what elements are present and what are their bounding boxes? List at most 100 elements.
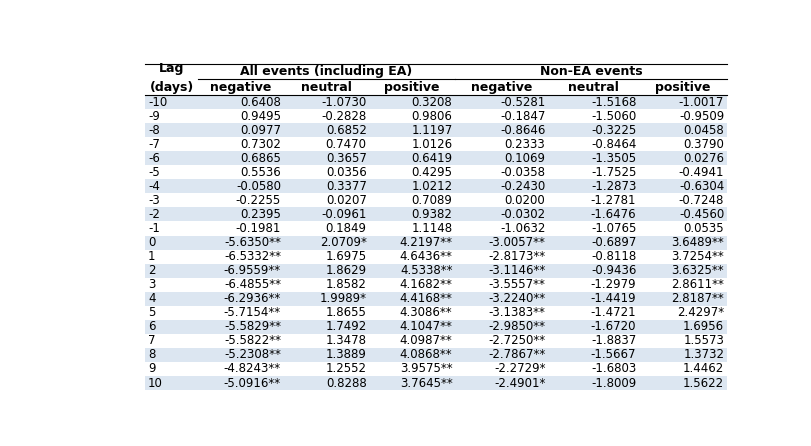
Text: 3.6325**: 3.6325** bbox=[672, 264, 724, 277]
Text: positive: positive bbox=[384, 81, 440, 94]
Text: -5: -5 bbox=[148, 166, 160, 179]
Text: 0.4295: 0.4295 bbox=[411, 166, 453, 179]
Text: -1.4419: -1.4419 bbox=[590, 292, 637, 305]
Text: -2.4901*: -2.4901* bbox=[494, 376, 546, 389]
Text: 1.3732: 1.3732 bbox=[683, 348, 724, 361]
Text: 1.1197: 1.1197 bbox=[411, 124, 453, 136]
Text: 5: 5 bbox=[148, 306, 155, 319]
Text: 0.1069: 0.1069 bbox=[504, 152, 546, 165]
Text: -3.1146**: -3.1146** bbox=[488, 264, 546, 277]
Text: 3: 3 bbox=[148, 278, 155, 291]
Text: -0.2430: -0.2430 bbox=[500, 180, 546, 193]
Text: 0.0200: 0.0200 bbox=[504, 194, 546, 207]
Text: -0.9436: -0.9436 bbox=[591, 264, 637, 277]
Text: -6.2936**: -6.2936** bbox=[224, 292, 281, 305]
Text: -4.8243**: -4.8243** bbox=[224, 363, 281, 376]
Text: neutral: neutral bbox=[301, 81, 352, 94]
Text: -2.7867**: -2.7867** bbox=[488, 348, 546, 361]
Text: -0.0358: -0.0358 bbox=[500, 166, 546, 179]
Text: 4.4168**: 4.4168** bbox=[400, 292, 453, 305]
Bar bbox=[145, 207, 727, 222]
Text: 1.7492: 1.7492 bbox=[325, 320, 367, 333]
Text: -0.6897: -0.6897 bbox=[591, 236, 637, 249]
Text: 0.6865: 0.6865 bbox=[240, 152, 281, 165]
Text: 4.5338**: 4.5338** bbox=[400, 264, 453, 277]
Text: -0.2828: -0.2828 bbox=[321, 110, 367, 123]
Text: 0.0276: 0.0276 bbox=[683, 152, 724, 165]
Text: 4.1682**: 4.1682** bbox=[400, 278, 453, 291]
Text: -1.0017: -1.0017 bbox=[679, 95, 724, 108]
Text: -1.7525: -1.7525 bbox=[591, 166, 637, 179]
Bar bbox=[145, 235, 727, 250]
Bar bbox=[145, 123, 727, 137]
Text: 3.6489**: 3.6489** bbox=[672, 236, 724, 249]
Text: 4.1047**: 4.1047** bbox=[400, 320, 453, 333]
Text: 4: 4 bbox=[148, 292, 156, 305]
Text: -2.7250**: -2.7250** bbox=[488, 334, 546, 347]
Text: 10: 10 bbox=[148, 376, 163, 389]
Text: 1.5622: 1.5622 bbox=[683, 376, 724, 389]
Text: 1.0212: 1.0212 bbox=[411, 180, 453, 193]
Text: 0.9382: 0.9382 bbox=[411, 208, 453, 221]
Text: 4.6436**: 4.6436** bbox=[400, 250, 453, 263]
Text: -2.8173**: -2.8173** bbox=[488, 250, 546, 263]
Bar bbox=[145, 179, 727, 194]
Text: -1.2781: -1.2781 bbox=[590, 194, 637, 207]
Text: 3.9575**: 3.9575** bbox=[400, 363, 453, 376]
Text: -9: -9 bbox=[148, 110, 160, 123]
Text: 0.3790: 0.3790 bbox=[684, 138, 724, 151]
Text: 1.2552: 1.2552 bbox=[326, 363, 367, 376]
Text: 1.3889: 1.3889 bbox=[326, 348, 367, 361]
Text: -1.3505: -1.3505 bbox=[591, 152, 637, 165]
Text: 1.3478: 1.3478 bbox=[326, 334, 367, 347]
Text: -1.4721: -1.4721 bbox=[590, 306, 637, 319]
Text: 1.8655: 1.8655 bbox=[326, 306, 367, 319]
Bar bbox=[145, 194, 727, 207]
Text: 1.4462: 1.4462 bbox=[683, 363, 724, 376]
Text: -4: -4 bbox=[148, 180, 160, 193]
Text: -0.0580: -0.0580 bbox=[236, 180, 281, 193]
Text: -1.8837: -1.8837 bbox=[591, 334, 637, 347]
Text: 0.9806: 0.9806 bbox=[411, 110, 453, 123]
Text: 4.0987**: 4.0987** bbox=[400, 334, 453, 347]
Text: -0.8118: -0.8118 bbox=[591, 250, 637, 263]
Text: 9: 9 bbox=[148, 363, 156, 376]
Text: -6.4855**: -6.4855** bbox=[224, 278, 281, 291]
Text: -6.9559**: -6.9559** bbox=[224, 264, 281, 277]
Text: -3.1383**: -3.1383** bbox=[488, 306, 546, 319]
Text: 2.8187**: 2.8187** bbox=[672, 292, 724, 305]
Text: -1.6720: -1.6720 bbox=[590, 320, 637, 333]
Text: 1.8582: 1.8582 bbox=[326, 278, 367, 291]
Bar bbox=[145, 362, 727, 376]
Text: -3.0057**: -3.0057** bbox=[488, 236, 546, 249]
Text: -2: -2 bbox=[148, 208, 160, 221]
Text: 0.0977: 0.0977 bbox=[240, 124, 281, 136]
Bar bbox=[145, 292, 727, 306]
Bar bbox=[145, 278, 727, 292]
Text: 0.3657: 0.3657 bbox=[326, 152, 367, 165]
Text: -3: -3 bbox=[148, 194, 160, 207]
Text: 0.5536: 0.5536 bbox=[240, 166, 281, 179]
Bar bbox=[145, 264, 727, 278]
Text: 1.9989*: 1.9989* bbox=[320, 292, 367, 305]
Text: 0.7089: 0.7089 bbox=[411, 194, 453, 207]
Text: 0.0207: 0.0207 bbox=[326, 194, 367, 207]
Text: -7: -7 bbox=[148, 138, 160, 151]
Text: -10: -10 bbox=[148, 95, 167, 108]
Text: -0.8464: -0.8464 bbox=[591, 138, 637, 151]
Text: 0.8288: 0.8288 bbox=[326, 376, 367, 389]
Text: 0.9495: 0.9495 bbox=[240, 110, 281, 123]
Text: -0.2255: -0.2255 bbox=[236, 194, 281, 207]
Text: -0.4560: -0.4560 bbox=[679, 208, 724, 221]
Bar bbox=[145, 222, 727, 235]
Text: 2: 2 bbox=[148, 264, 156, 277]
Text: 4.3086**: 4.3086** bbox=[400, 306, 453, 319]
Text: -8: -8 bbox=[148, 124, 160, 136]
Bar bbox=[145, 250, 727, 264]
Bar bbox=[145, 348, 727, 362]
Text: -0.9509: -0.9509 bbox=[679, 110, 724, 123]
Text: 2.4297*: 2.4297* bbox=[677, 306, 724, 319]
Bar bbox=[145, 306, 727, 320]
Text: -3.2240**: -3.2240** bbox=[488, 292, 546, 305]
Text: -0.3225: -0.3225 bbox=[591, 124, 637, 136]
